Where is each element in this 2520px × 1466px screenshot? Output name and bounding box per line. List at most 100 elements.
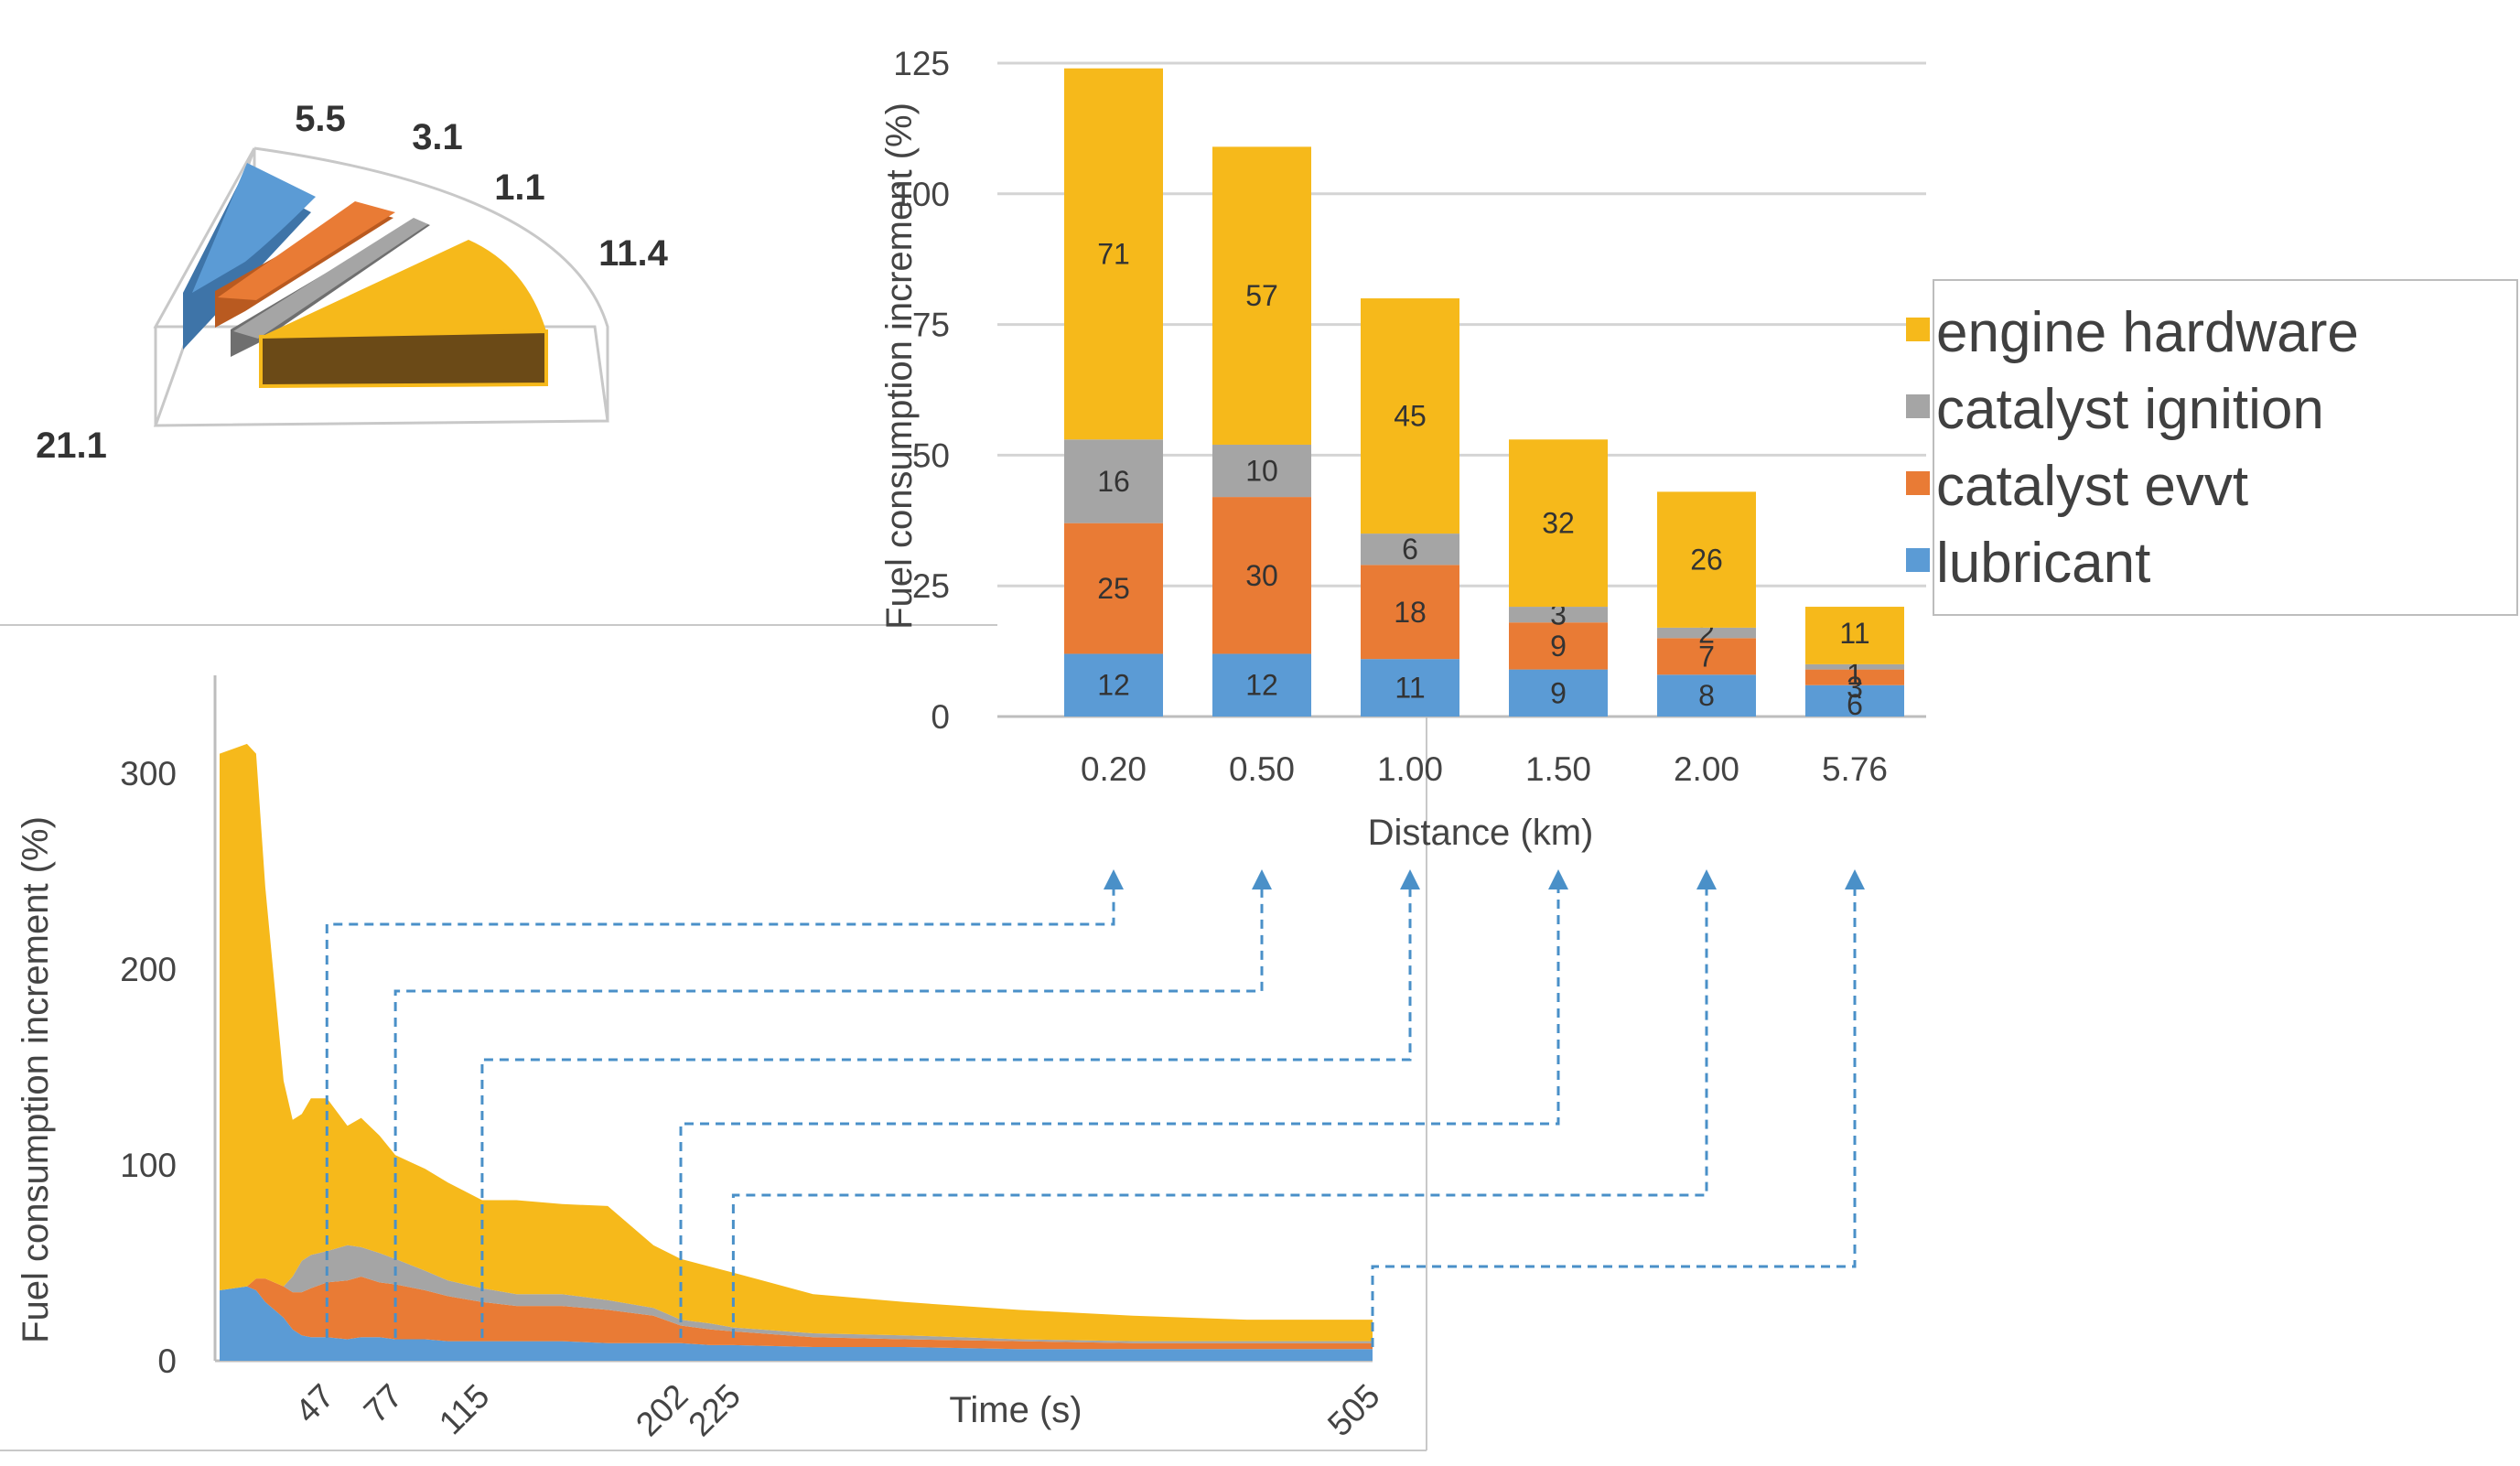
legend-label-catalyst-evvt: catalyst evvt xyxy=(1936,455,2248,518)
connector-arrowhead-202 xyxy=(1548,869,1568,889)
bar-catalyst-ignition-2-00 xyxy=(1657,627,1756,639)
bar-lubricant-0-50 xyxy=(1212,653,1311,717)
connector-arrowhead-77 xyxy=(1252,869,1272,889)
bar-value-catalyst-evvt-1-50: 9 xyxy=(1550,630,1567,663)
bar-value-lubricant-1-00: 11 xyxy=(1395,672,1425,705)
bar-value-engine-hardware-0-20: 71 xyxy=(1097,237,1130,270)
area-layer-engine-hardware xyxy=(220,743,1373,1342)
bar-value-engine-hardware-1-00: 45 xyxy=(1394,400,1427,433)
bar-x-tick-0-50: 0.50 xyxy=(1229,750,1295,788)
legend-swatch-engine-hardware xyxy=(1906,318,1930,341)
bar-value-catalyst-ignition-1-00: 6 xyxy=(1402,533,1418,566)
bar-x-tick-labels: 0.20 0.50 1.00 1.50 2.00 5.76 xyxy=(1081,750,1888,788)
area-x-tick-115: 115 xyxy=(432,1377,497,1442)
pie-label-engine-hardware: 11.4 xyxy=(598,233,668,274)
bar-value-catalyst-evvt-0-50: 30 xyxy=(1245,559,1278,592)
bar-value-catalyst-evvt-1-00: 18 xyxy=(1394,596,1427,629)
bar-x-tick-0-20: 0.20 xyxy=(1081,750,1147,788)
connector-arrowhead-505 xyxy=(1845,869,1865,889)
bar-catalyst-evvt-2-00 xyxy=(1657,638,1756,675)
pie-label-catalyst-evvt: 3.1 xyxy=(412,117,463,157)
bar-lubricant-5-76 xyxy=(1805,684,1904,717)
bar-x-tick-1-50: 1.50 xyxy=(1525,750,1591,788)
area-x-tick-77: 77 xyxy=(357,1377,410,1430)
bar-catalyst-evvt-0-50 xyxy=(1212,497,1311,654)
bar-value-lubricant-2-00: 8 xyxy=(1698,679,1715,712)
connector-arrowhead-47 xyxy=(1104,869,1124,889)
area-layer-lubricant xyxy=(220,1286,1373,1361)
pie-slice-lubricant xyxy=(192,163,316,293)
area-y-axis-title: Fuel consumption increment (%) xyxy=(16,816,56,1343)
bar-value-catalyst-evvt-2-00: 7 xyxy=(1698,640,1715,673)
bar-value-catalyst-ignition-0-20: 16 xyxy=(1097,465,1130,498)
bar-engine-hardware-0-20 xyxy=(1064,68,1163,440)
area-series-layers xyxy=(220,743,1373,1361)
pie-box-arc xyxy=(253,146,609,421)
connector-arrowhead-225 xyxy=(1696,869,1717,889)
legend: engine hardware catalyst ignition catalyst… xyxy=(1906,279,2518,616)
bar-value-engine-hardware-1-50: 32 xyxy=(1542,507,1575,540)
legend-swatch-lubricant xyxy=(1906,548,1930,572)
bar-value-engine-hardware-5-76: 11 xyxy=(1839,617,1869,650)
bar-engine-hardware-2-00 xyxy=(1657,491,1756,628)
bar-lubricant-2-00 xyxy=(1657,674,1756,717)
connector-line-115 xyxy=(480,889,1412,1338)
bar-lubricant-0-20 xyxy=(1064,653,1163,717)
bar-y-tick-labels: 0 25 50 75 100 125 xyxy=(893,45,950,736)
pie-label-lubricant: 5.5 xyxy=(295,99,346,139)
area-x-tick-47: 47 xyxy=(288,1377,341,1430)
bar-x-axis-title: Distance (km) xyxy=(1368,813,1594,853)
bar-engine-hardware-1-50 xyxy=(1509,439,1608,608)
bar-x-tick-5-76: 5.76 xyxy=(1822,750,1888,788)
bar-engine-hardware-1-00 xyxy=(1361,298,1459,534)
bar-y-tick-25: 25 xyxy=(912,567,950,605)
pie-label-catalyst-ignition: 1.1 xyxy=(494,167,545,208)
bar-x-tick-1-00: 1.00 xyxy=(1377,750,1443,788)
legend-label-engine-hardware: engine hardware xyxy=(1936,301,2359,364)
area-x-axis-title: Time (s) xyxy=(949,1390,1082,1430)
pie-box-outline xyxy=(153,147,609,427)
pie-total-label: 21.1 xyxy=(36,426,107,466)
legend-items: engine hardware catalyst ignition catalyst… xyxy=(1906,301,2359,595)
bar-catalyst-evvt-1-00 xyxy=(1361,565,1459,660)
bar-catalyst-ignition-1-00 xyxy=(1361,534,1459,566)
area-y-tick-300: 300 xyxy=(120,755,177,792)
connector-line-77 xyxy=(393,889,1264,1338)
bar-catalyst-ignition-5-76 xyxy=(1805,663,1904,670)
bar-y-tick-50: 50 xyxy=(912,437,950,474)
area-x-tick-225: 225 xyxy=(681,1377,748,1444)
area-y-tick-0: 0 xyxy=(157,1342,177,1380)
legend-label-catalyst-ignition: catalyst ignition xyxy=(1936,378,2324,441)
pie-slice-engine-hardware xyxy=(261,240,546,337)
area-y-tick-200: 200 xyxy=(120,951,177,988)
bar-lubricant-1-00 xyxy=(1361,659,1459,717)
area-y-tick-100: 100 xyxy=(120,1147,177,1184)
bar-catalyst-ignition-0-50 xyxy=(1212,444,1311,498)
bar-value-catalyst-evvt-5-76: 3 xyxy=(1847,671,1863,704)
bar-y-tick-75: 75 xyxy=(912,307,950,344)
bar-lubricant-1-50 xyxy=(1509,669,1608,717)
bar-engine-hardware-5-76 xyxy=(1805,607,1904,664)
bar-catalyst-evvt-0-20 xyxy=(1064,523,1163,654)
bar-x-tick-2-00: 2.00 xyxy=(1674,750,1739,788)
bar-y-tick-0: 0 xyxy=(931,698,950,736)
pie-slice-catalyst-evvt xyxy=(218,201,395,300)
bar-value-catalyst-ignition-5-76: 1 xyxy=(1847,658,1863,691)
legend-label-lubricant: lubricant xyxy=(1936,532,2150,595)
bar-catalyst-evvt-5-76 xyxy=(1805,669,1904,685)
bar-value-engine-hardware-2-00: 26 xyxy=(1690,544,1723,577)
connector-line-47 xyxy=(325,889,1115,1338)
area-layer-catalyst-ignition xyxy=(220,1245,1373,1343)
area-x-tick-505: 505 xyxy=(1320,1377,1387,1444)
bar-value-lubricant-1-50: 9 xyxy=(1550,676,1567,709)
connector-arrowhead-115 xyxy=(1400,869,1420,889)
bar-catalyst-evvt-1-50 xyxy=(1509,622,1608,670)
area-layer-catalyst-evvt xyxy=(220,1277,1373,1350)
pie-3d-chart: 5.5 3.1 1.1 11.4 21.1 xyxy=(36,99,669,466)
bar-value-catalyst-ignition-0-50: 10 xyxy=(1245,455,1278,488)
legend-swatch-catalyst-evvt xyxy=(1906,471,1930,495)
